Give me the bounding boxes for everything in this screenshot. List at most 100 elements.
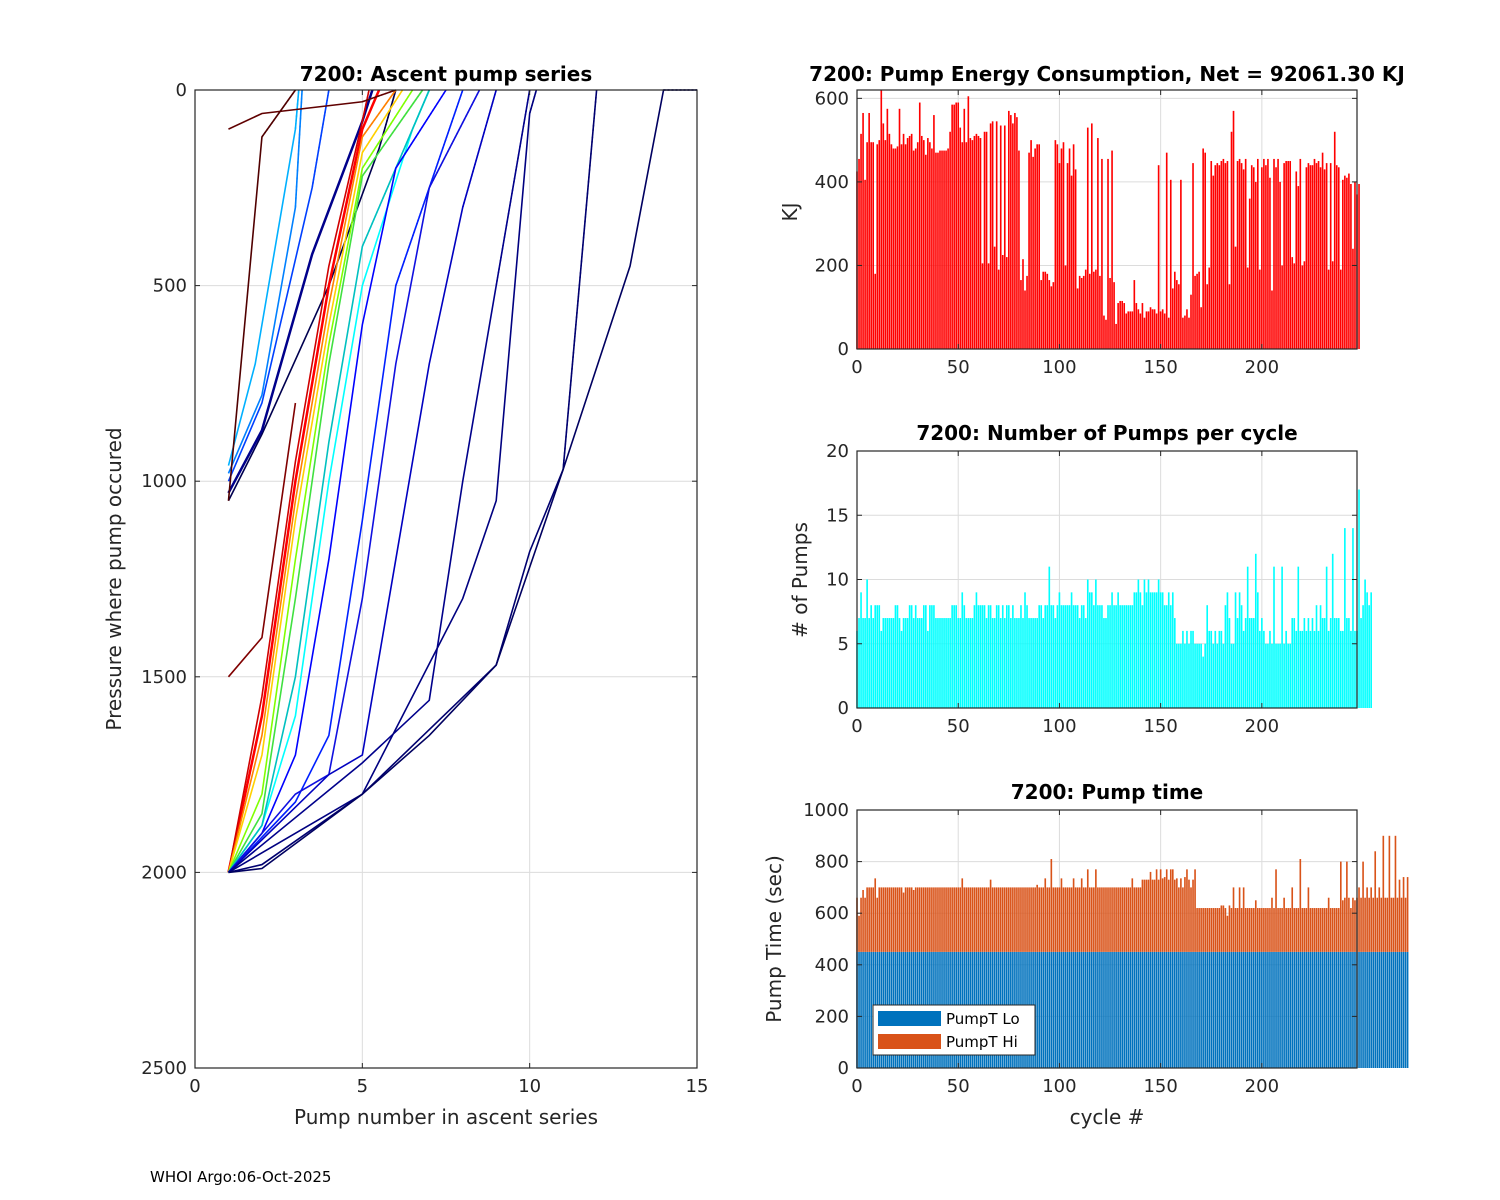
bar-lo bbox=[1406, 951, 1409, 1068]
bar-lo bbox=[1125, 951, 1128, 1068]
bar bbox=[1115, 323, 1117, 349]
bar bbox=[1137, 579, 1140, 708]
bar-lo bbox=[1133, 951, 1136, 1068]
bar-hi bbox=[1275, 869, 1277, 952]
bar-hi bbox=[965, 887, 968, 952]
bar bbox=[1141, 303, 1144, 349]
bar-hi bbox=[1297, 908, 1300, 952]
bar-hi bbox=[1261, 908, 1263, 952]
bar bbox=[1169, 179, 1172, 349]
bar-hi bbox=[1084, 887, 1087, 952]
bar-lo bbox=[1127, 951, 1130, 1068]
bar-lo bbox=[1208, 951, 1211, 1068]
bar-hi bbox=[1295, 908, 1298, 952]
bar bbox=[1149, 307, 1152, 349]
bar bbox=[1056, 605, 1059, 708]
bar-hi bbox=[1390, 897, 1393, 952]
bar-hi bbox=[1372, 897, 1375, 952]
bar-lo bbox=[1165, 951, 1168, 1068]
bar bbox=[1178, 643, 1180, 708]
bar-hi bbox=[1119, 887, 1121, 952]
bar-hi bbox=[1141, 879, 1144, 952]
bar-lo bbox=[1242, 951, 1245, 1068]
bar bbox=[1246, 566, 1249, 708]
bar bbox=[963, 605, 966, 708]
bar-lo bbox=[1036, 951, 1038, 1068]
bar bbox=[1117, 592, 1119, 708]
bar-lo bbox=[1038, 951, 1040, 1068]
bar-lo bbox=[1220, 951, 1223, 1068]
bar-hi bbox=[1072, 878, 1075, 952]
bar-lo bbox=[1352, 951, 1354, 1068]
bar bbox=[1082, 605, 1085, 708]
bar bbox=[935, 152, 937, 349]
bar-lo bbox=[1196, 951, 1198, 1068]
bar-lo bbox=[1169, 951, 1172, 1068]
bar-hi bbox=[904, 887, 907, 952]
bar bbox=[975, 133, 978, 349]
bar bbox=[1362, 605, 1364, 708]
x-tick-label: 150 bbox=[1143, 716, 1177, 737]
legend-label-lo: PumpT Lo bbox=[946, 1010, 1020, 1028]
bar bbox=[864, 618, 866, 708]
energy-ticks: 0 50 100 150 200 0 200 400 600 bbox=[815, 88, 1357, 378]
bar-lo bbox=[1382, 951, 1385, 1068]
bar bbox=[1135, 303, 1138, 349]
bar bbox=[1339, 269, 1342, 349]
ascent-series-line bbox=[228, 89, 697, 874]
bar bbox=[886, 108, 889, 349]
bar-lo bbox=[1323, 951, 1326, 1068]
bar-lo bbox=[1277, 951, 1279, 1068]
bar bbox=[1101, 158, 1103, 349]
bar-hi bbox=[1301, 908, 1304, 952]
bar bbox=[987, 605, 990, 708]
bar bbox=[1076, 288, 1079, 349]
pumps-bars bbox=[856, 489, 1372, 708]
bar-hi bbox=[1283, 897, 1285, 952]
bar bbox=[945, 618, 947, 708]
bar-lo bbox=[1333, 951, 1336, 1068]
bar-hi bbox=[910, 887, 913, 952]
bar bbox=[1346, 177, 1348, 349]
bar-hi bbox=[860, 897, 862, 952]
bar bbox=[1273, 158, 1275, 349]
bar bbox=[1093, 271, 1095, 349]
bar bbox=[1167, 592, 1170, 708]
y-tick-label: 400 bbox=[815, 172, 849, 193]
bar bbox=[993, 246, 996, 349]
bar bbox=[1153, 592, 1156, 708]
bar bbox=[1194, 275, 1196, 349]
bar bbox=[1188, 643, 1190, 708]
bar bbox=[1109, 277, 1111, 349]
bar bbox=[1149, 592, 1152, 708]
bar-hi bbox=[1005, 887, 1008, 952]
bar bbox=[1279, 643, 1281, 708]
bar bbox=[1088, 273, 1091, 349]
bar-hi bbox=[1192, 879, 1194, 952]
bar bbox=[1350, 630, 1352, 708]
bar-lo bbox=[1074, 951, 1077, 1068]
bar-hi bbox=[1088, 887, 1091, 952]
bar bbox=[1271, 643, 1273, 708]
bar-hi bbox=[1076, 887, 1079, 952]
bar-hi bbox=[922, 887, 925, 952]
bar-lo bbox=[1218, 951, 1221, 1068]
bar-hi bbox=[1060, 878, 1063, 952]
x-tick-label: 0 bbox=[851, 357, 862, 378]
bar-lo bbox=[1224, 951, 1227, 1068]
bar-lo bbox=[1261, 951, 1263, 1068]
bar bbox=[878, 605, 881, 708]
bar-hi bbox=[1080, 878, 1083, 952]
bar bbox=[1099, 275, 1101, 349]
bar bbox=[1032, 156, 1034, 349]
bar bbox=[1113, 282, 1115, 349]
bar bbox=[1123, 303, 1126, 349]
bar bbox=[1350, 183, 1352, 349]
pumps-ylabel: # of Pumps bbox=[788, 522, 812, 638]
bar bbox=[908, 605, 911, 708]
bar bbox=[1133, 280, 1136, 349]
bar bbox=[943, 150, 945, 349]
bar-hi bbox=[1303, 908, 1306, 952]
bar-hi bbox=[1117, 887, 1119, 952]
bar bbox=[1299, 630, 1302, 708]
